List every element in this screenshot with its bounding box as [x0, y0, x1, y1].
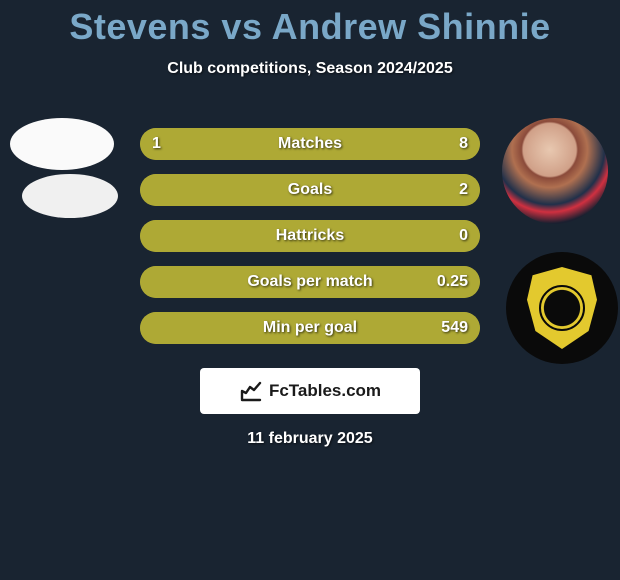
stat-label: Hattricks	[140, 220, 480, 252]
stat-label: Matches	[140, 128, 480, 160]
stat-right-value: 0	[459, 220, 468, 252]
date-label: 11 february 2025	[0, 430, 620, 448]
stat-bar-row: Hattricks0	[140, 220, 480, 252]
stat-left-value: 1	[152, 128, 161, 160]
stat-right-value: 2	[459, 174, 468, 206]
player1-avatar-placeholder	[10, 118, 114, 170]
player2-avatar	[502, 118, 608, 224]
stat-bar-row: Min per goal549	[140, 312, 480, 344]
stat-right-value: 549	[441, 312, 468, 344]
stat-right-value: 0.25	[437, 266, 468, 298]
page-subtitle: Club competitions, Season 2024/2025	[0, 60, 620, 78]
stat-label: Goals	[140, 174, 480, 206]
stat-label: Min per goal	[140, 312, 480, 344]
stat-bar-row: Goals2	[140, 174, 480, 206]
stat-right-value: 8	[459, 128, 468, 160]
comparison-content: 1Matches8 Goals2 Hattricks0 Goals per match…	[0, 108, 620, 366]
crest-shield-inner	[539, 285, 585, 331]
fctables-icon	[239, 379, 263, 403]
source-logo: FcTables.com	[200, 368, 420, 414]
player2-crest	[506, 252, 618, 364]
stat-bar-row: 1Matches8	[140, 128, 480, 160]
player1-crest-placeholder	[22, 174, 118, 218]
stat-label: Goals per match	[140, 266, 480, 298]
source-logo-text: FcTables.com	[269, 381, 381, 401]
stat-bars: 1Matches8 Goals2 Hattricks0 Goals per match…	[140, 128, 480, 358]
crest-shield	[527, 267, 597, 349]
page-title: Stevens vs Andrew Shinnie	[0, 0, 620, 48]
stat-bar-row: Goals per match0.25	[140, 266, 480, 298]
